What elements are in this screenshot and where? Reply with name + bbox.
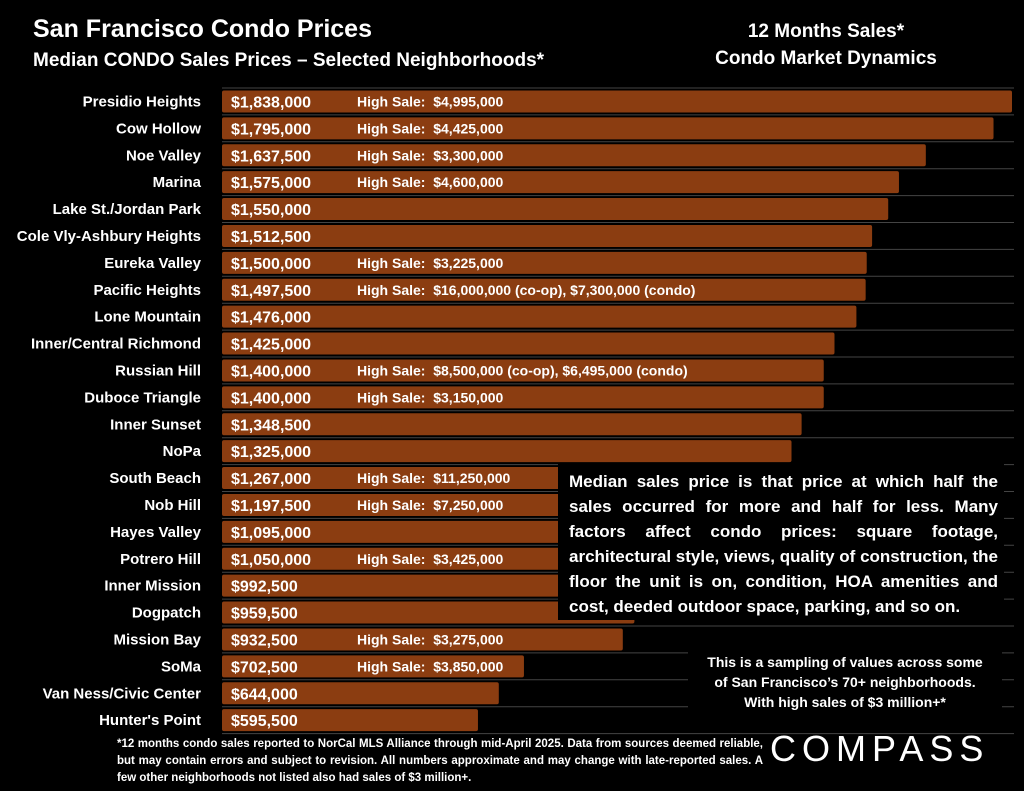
bar <box>222 278 866 301</box>
category-label: Eureka Valley <box>104 255 201 272</box>
value-label: $595,500 <box>231 713 298 730</box>
category-label: Mission Bay <box>113 631 201 648</box>
bar <box>222 332 835 355</box>
high-sale-label: High Sale: $3,425,000 <box>357 551 504 567</box>
value-label: $1,500,000 <box>231 256 311 273</box>
bar <box>222 171 899 194</box>
compass-logo: COMPASS <box>770 728 990 769</box>
high-sale-label: High Sale: $3,150,000 <box>357 389 504 405</box>
bar <box>222 440 792 463</box>
bar <box>222 224 873 247</box>
bar <box>222 682 499 705</box>
high-sale-label: High Sale: $4,600,000 <box>357 174 504 190</box>
value-label: $1,497,500 <box>231 283 311 300</box>
bar <box>222 709 478 732</box>
high-sale-label: High Sale: $3,850,000 <box>357 658 504 674</box>
value-label: $1,476,000 <box>231 310 311 327</box>
category-label: Hunter's Point <box>99 712 201 729</box>
high-sale-label: High Sale: $3,300,000 <box>357 147 504 163</box>
side-heading: 12 Months Sales* Condo Market Dynamics <box>690 18 962 72</box>
explanation-box: Median sales price is that price at whic… <box>558 464 1004 620</box>
value-label: $1,095,000 <box>231 525 311 542</box>
value-label: $1,575,000 <box>231 175 311 192</box>
value-label: $1,197,500 <box>231 498 311 515</box>
category-label: NoPa <box>163 443 202 460</box>
bar <box>222 305 857 328</box>
value-label: $1,637,500 <box>231 148 311 165</box>
category-label: Lake St./Jordan Park <box>53 201 202 218</box>
value-label: $1,795,000 <box>231 121 311 138</box>
value-label: $1,050,000 <box>231 552 311 569</box>
high-sale-label: High Sale: $11,250,000 <box>357 470 511 486</box>
category-label: Marina <box>153 174 202 191</box>
value-label: $1,400,000 <box>231 363 311 380</box>
high-sale-label: High Sale: $4,425,000 <box>357 120 504 136</box>
chart-subtitle: Median CONDO Sales Prices – Selected Nei… <box>33 50 545 71</box>
value-label: $1,267,000 <box>231 471 311 488</box>
value-label: $1,348,500 <box>231 417 311 434</box>
value-label: $1,325,000 <box>231 444 311 461</box>
value-label: $992,500 <box>231 579 298 596</box>
category-label: SoMa <box>161 658 202 675</box>
side-heading-line2: Condo Market Dynamics <box>715 48 937 69</box>
bar <box>222 655 524 678</box>
high-sale-label: High Sale: $16,000,000 (co-op), $7,300,0… <box>357 282 695 298</box>
high-sale-label: High Sale: $8,500,000 (co-op), $6,495,00… <box>357 362 688 378</box>
value-label: $1,838,000 <box>231 94 311 111</box>
bar <box>222 574 649 597</box>
category-label: Hayes Valley <box>110 524 202 541</box>
category-label: Noe Valley <box>126 147 202 164</box>
bar <box>222 628 623 651</box>
category-label: Russian Hill <box>115 362 201 379</box>
category-label: Cole Vly-Ashbury Heights <box>17 228 201 245</box>
bar <box>222 117 994 140</box>
category-label: Presidio Heights <box>83 93 201 110</box>
sampling-note-line1: This is a sampling of values across some <box>707 654 983 670</box>
bar <box>222 601 635 624</box>
value-label: $1,512,500 <box>231 229 311 246</box>
bar <box>222 413 802 436</box>
bar <box>222 90 1012 113</box>
side-heading-line1: 12 Months Sales* <box>747 21 905 42</box>
category-label: Pacific Heights <box>93 282 201 299</box>
sampling-note: This is a sampling of values across some… <box>688 652 1002 722</box>
category-label: Cow Hollow <box>116 120 201 137</box>
bar <box>222 251 867 274</box>
value-label: $1,425,000 <box>231 337 311 354</box>
value-label: $1,400,000 <box>231 390 311 407</box>
value-label: $1,550,000 <box>231 202 311 219</box>
category-label: Lone Mountain <box>94 309 201 326</box>
value-label: $644,000 <box>231 686 298 703</box>
chart-title: San Francisco Condo Prices <box>33 15 372 43</box>
sampling-note-line2: of San Francisco’s 70+ neighborhoods. <box>714 674 976 690</box>
category-label: Van Ness/Civic Center <box>43 685 202 702</box>
category-label: South Beach <box>109 470 201 487</box>
category-label: Potrero Hill <box>120 551 201 568</box>
value-label: $959,500 <box>231 606 298 623</box>
category-label: Inner/Central Richmond <box>31 336 201 353</box>
sampling-note-line3: With high sales of $3 million+* <box>744 694 946 710</box>
footnote: *12 months condo sales reported to NorCa… <box>117 738 763 784</box>
bar <box>222 386 824 409</box>
high-sale-label: High Sale: $4,995,000 <box>357 93 504 109</box>
category-label: Duboce Triangle <box>84 389 201 406</box>
category-label: Inner Sunset <box>110 416 201 433</box>
category-label: Inner Mission <box>104 578 201 595</box>
bar <box>222 198 889 221</box>
category-label: Dogpatch <box>132 605 201 622</box>
bar <box>222 359 824 382</box>
high-sale-label: High Sale: $3,225,000 <box>357 255 504 271</box>
category-label: Nob Hill <box>144 497 201 514</box>
bar <box>222 144 926 167</box>
value-label: $702,500 <box>231 659 298 676</box>
value-label: $932,500 <box>231 632 298 649</box>
high-sale-label: High Sale: $3,275,000 <box>357 631 504 647</box>
high-sale-label: High Sale: $7,250,000 <box>357 497 504 513</box>
